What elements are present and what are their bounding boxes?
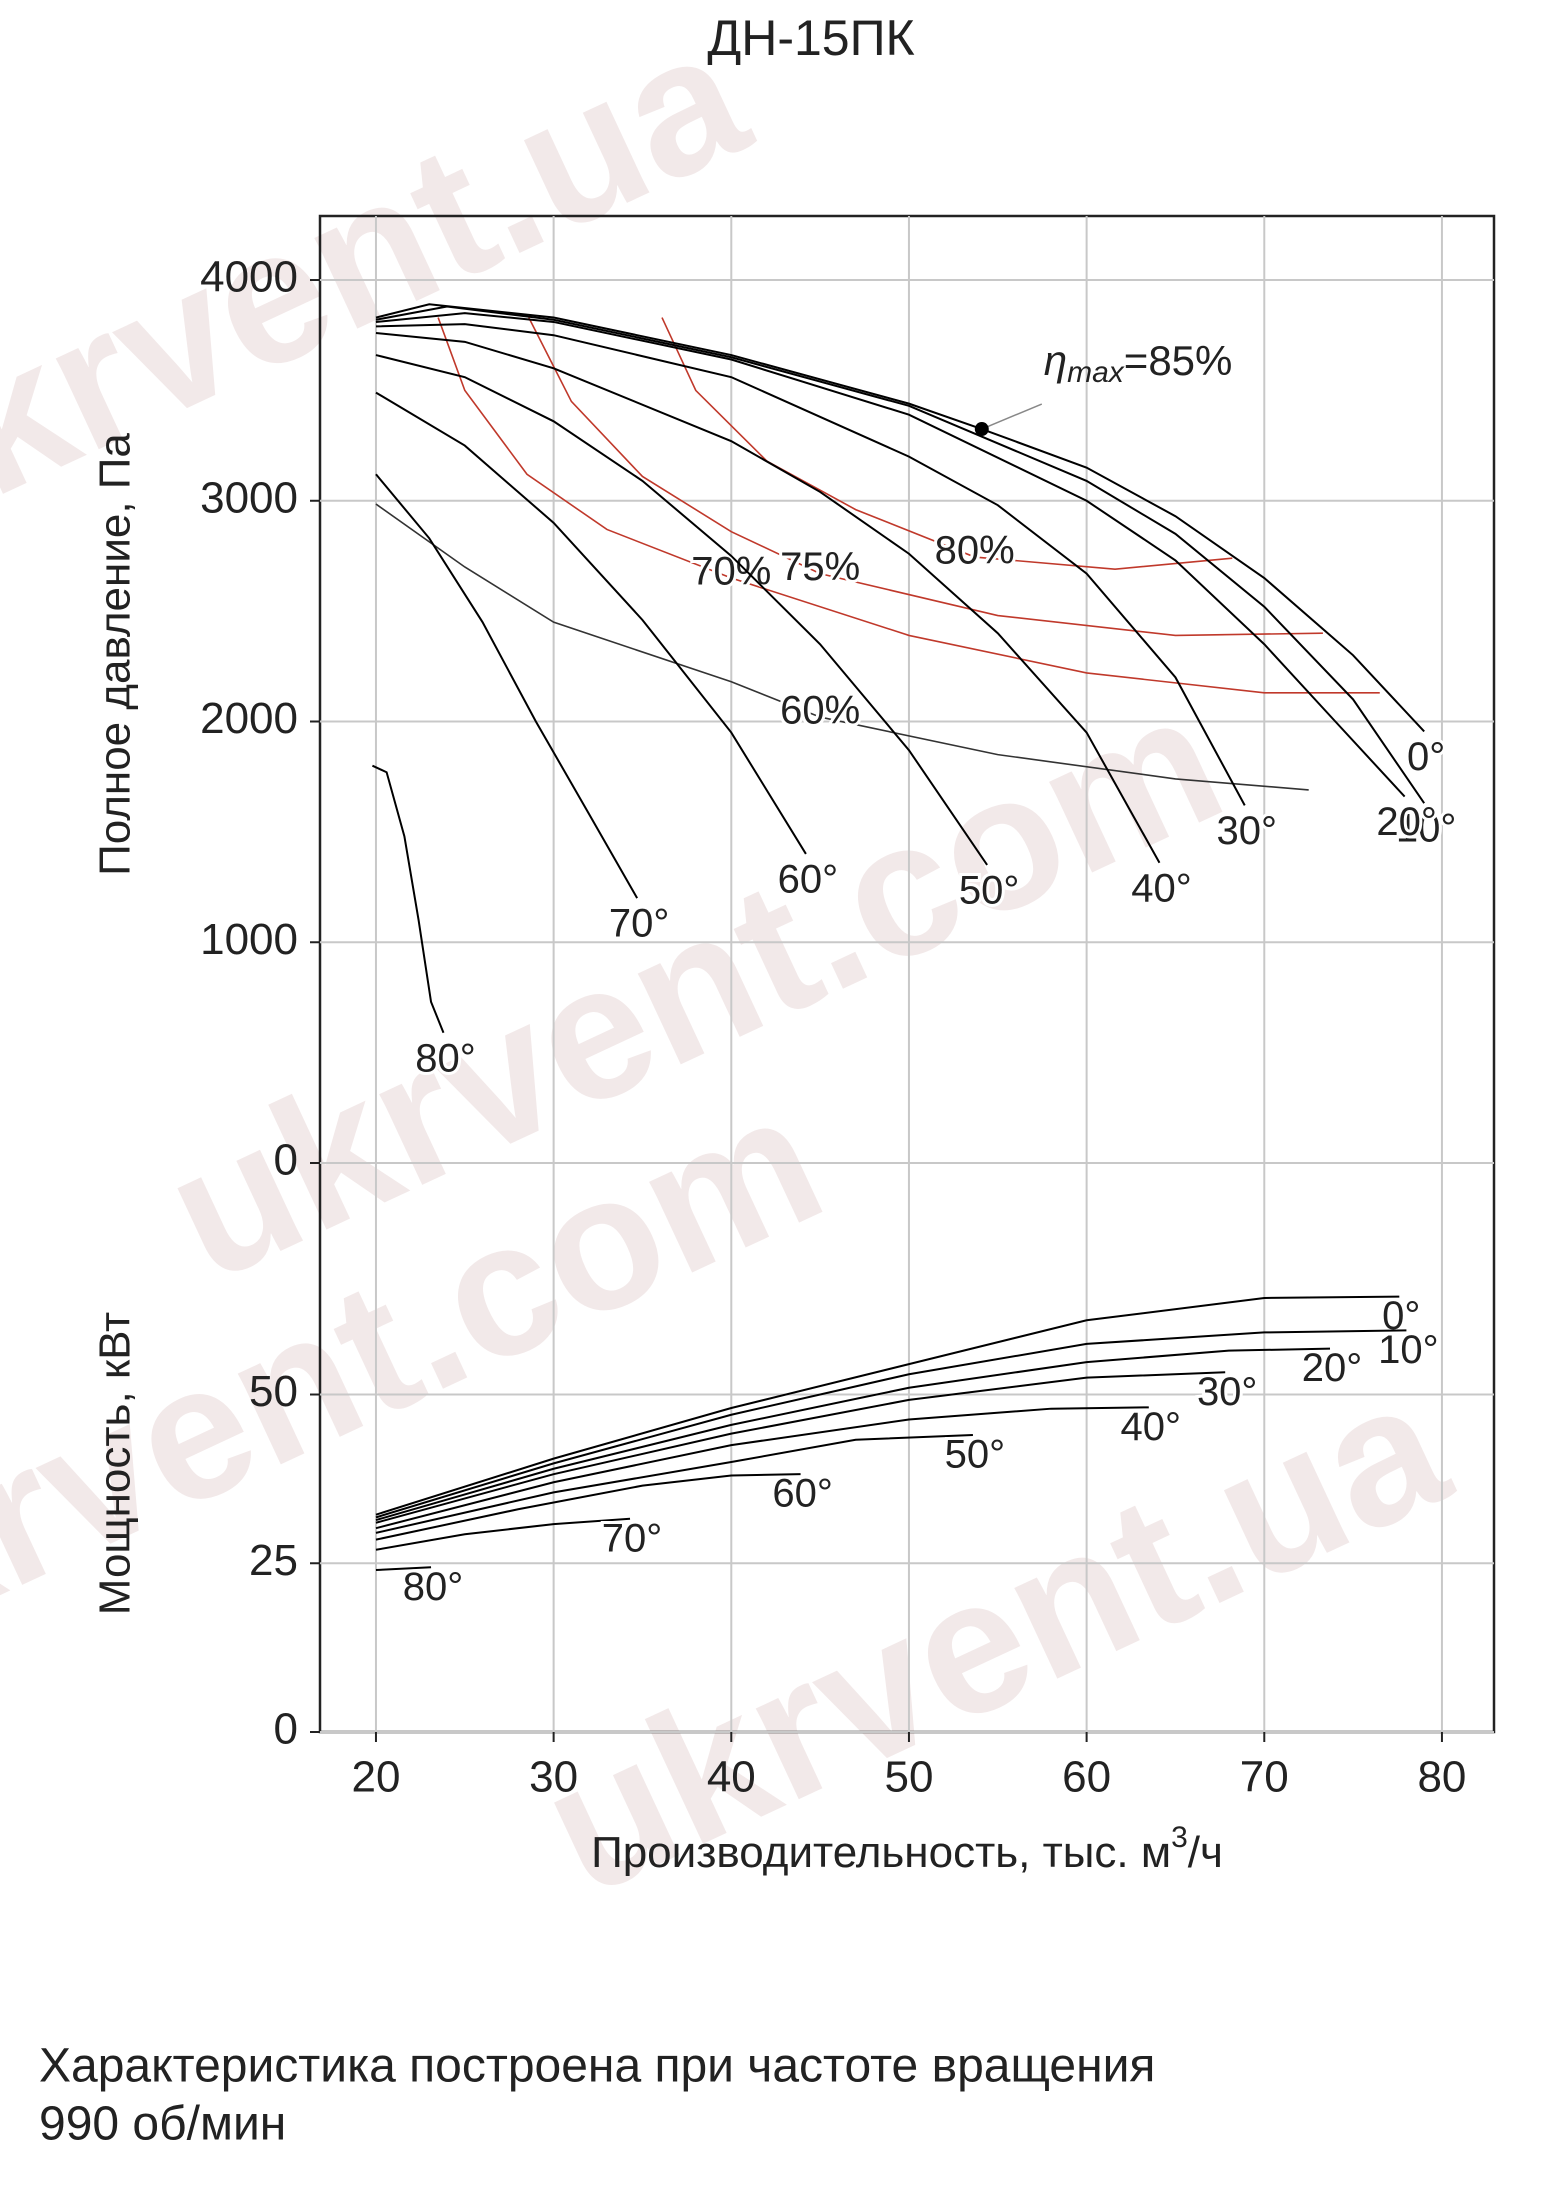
series-label: 20° [1302,1346,1363,1390]
blade-angle-curve [375,1406,1149,1530]
blade-angle-curve [375,323,1246,806]
leader-line [981,403,1043,430]
y-tick-label: 1000 [200,915,298,964]
optimum-symbol: η [1044,337,1067,384]
series-label: 50° [959,869,1020,913]
blade-angle-curve [375,1371,1226,1524]
panel: 0 25 50 20 30 40 50 60 70 80 Производительность, т… [91,1163,1494,1877]
y-axis-label: Мощность, кВт [91,1312,140,1615]
series-label: 80° [415,1036,476,1080]
series-label: 40° [1131,866,1192,910]
blade-angle-curve [375,473,638,899]
series-label: 10° [1396,807,1457,851]
series-label: 30° [1216,809,1277,853]
blade-angle-curve [375,305,1426,804]
blade-angle-curve [375,331,1161,864]
optimum-subscript: max [1067,356,1125,389]
x-axis-label-text: /ч [1188,1828,1223,1877]
chart-title: ДН-15ПК [707,10,914,66]
series-label: 50° [945,1433,1006,1477]
series-label: 40° [1121,1405,1182,1449]
blade-angle-curve [375,1473,801,1541]
blade-angle-curve [375,1347,1331,1522]
series-label: 30° [1197,1370,1258,1414]
blade-angle-curve [375,1566,432,1572]
x-axis-label-text: Производительность, тыс. м [591,1828,1171,1877]
efficiency-curve [661,317,1233,570]
blade-angle-curve [375,312,1406,798]
series-label: 60° [772,1472,833,1516]
blade-angle-curve [375,391,807,855]
x-tick-label: 30 [529,1753,578,1802]
blade-angle-curve [375,1329,1407,1519]
efficiency-curve [528,317,1323,637]
efficiency-curve [437,317,1380,694]
series-label: 60° [778,858,839,902]
efficiency-label: 60% [780,689,860,733]
series-label: 70° [609,902,670,946]
y-tick-label: 0 [274,1705,298,1754]
x-tick-label: 40 [707,1753,756,1802]
efficiency-curve [375,503,1309,791]
x-axis-label-sup: 3 [1171,1821,1188,1854]
x-tick-label: 60 [1062,1753,1111,1802]
x-tick-label: 80 [1417,1753,1466,1802]
y-tick-label: 50 [249,1367,298,1416]
x-tick-label: 20 [351,1753,400,1802]
series-label: 70° [602,1516,663,1560]
x-tick-label: 70 [1240,1753,1289,1802]
x-tick-label: 50 [884,1753,933,1802]
optimum-point [974,422,989,437]
y-tick-label: 4000 [200,253,298,302]
optimum-text: =85% [1124,337,1233,384]
panel: 0 1000 2000 3000 4000 Полное давление, Па 80% 7… [91,216,1494,1185]
y-tick-label: 3000 [200,473,298,522]
y-axis-label: Полное давление, Па [91,433,140,876]
y-tick-label: 25 [249,1536,298,1585]
series-label: 80° [403,1565,464,1609]
optimum-label: ηmax=85% [1044,337,1233,389]
blade-angle-curve [375,354,988,866]
y-tick-label: 0 [274,1136,298,1185]
caption-line: Характеристика построена при частоте вра… [39,2040,1155,2093]
blade-angle-curve [375,303,1425,733]
caption-line: 990 об/мин [39,2098,286,2151]
y-tick-label: 2000 [200,694,298,743]
blade-angle-curve [371,764,445,1034]
blade-angle-curve [375,1295,1400,1516]
efficiency-label: 70% [691,550,771,594]
series-label: 0° [1407,735,1445,779]
blade-angle-curve [375,1434,973,1534]
series-label: 10° [1378,1328,1439,1372]
blade-angle-curve [375,1517,631,1551]
efficiency-label: 80% [935,529,1015,573]
efficiency-label: 75% [780,545,860,589]
x-axis-label: Производительность, тыс. м3/ч [591,1821,1223,1877]
plot-area: 0 1000 2000 3000 4000 Полное давление, Па 80% 7… [91,216,1494,1877]
series-label: 20° [1376,800,1437,844]
